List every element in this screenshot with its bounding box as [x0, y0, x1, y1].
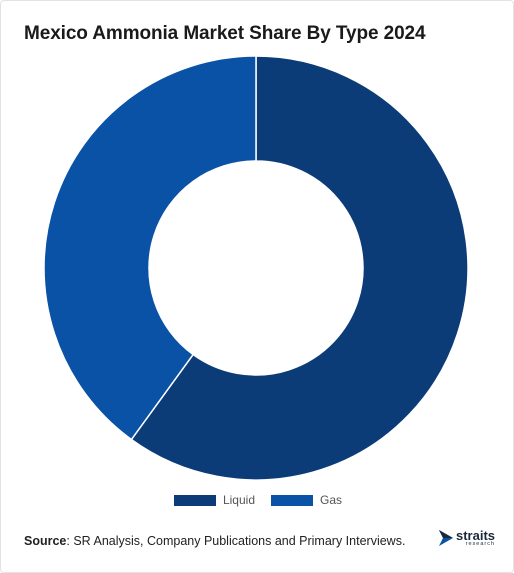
logo-word: straits — [456, 527, 496, 543]
source-label: Source — [24, 534, 67, 548]
legend-label: Gas — [320, 493, 343, 507]
legend-swatch — [173, 494, 216, 506]
donut-slice-liquid — [130, 55, 469, 481]
logo-subword: research — [465, 540, 496, 547]
source-text: : SR Analysis, Company Publications and … — [66, 534, 406, 548]
chart-legend: Liquid Gas — [1, 493, 514, 507]
donut-chart — [43, 55, 469, 481]
legend-label: Liquid — [222, 493, 255, 507]
chart-title: Mexico Ammonia Market Share By Type 2024 — [24, 23, 426, 44]
donut-slice-gas — [43, 55, 257, 441]
legend-swatch — [271, 494, 313, 506]
source-note: Source: SR Analysis, Company Publication… — [24, 534, 405, 548]
straits-logo: straits research — [438, 529, 495, 547]
legend-item-liquid: Liquid — [173, 493, 255, 507]
legend-item-gas: Gas — [271, 493, 342, 507]
logo-mark-icon — [439, 530, 453, 546]
